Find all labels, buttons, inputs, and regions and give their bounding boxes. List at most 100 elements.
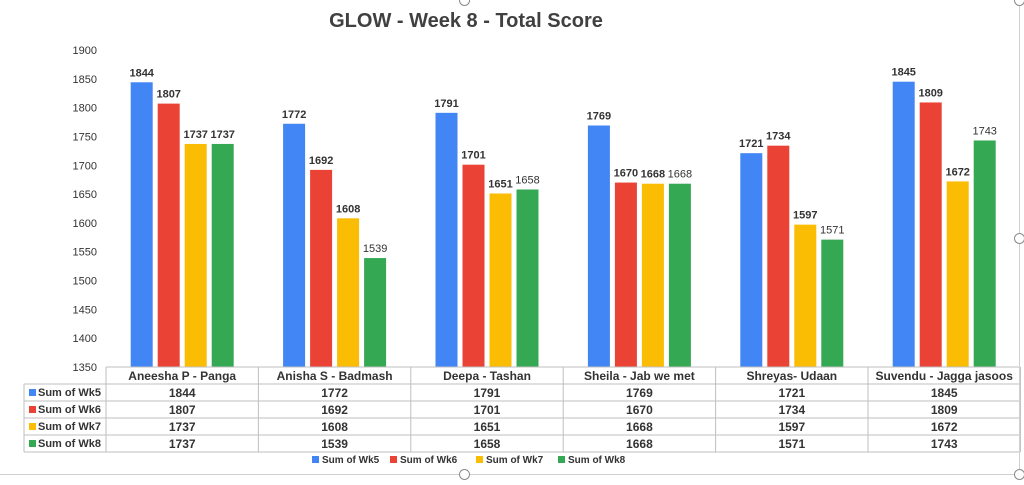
bar — [283, 123, 306, 368]
legend-swatch — [390, 456, 397, 463]
legend-swatch — [558, 456, 565, 463]
data-label: 1668 — [668, 169, 692, 181]
category-label: Sheila - Jab we met — [584, 369, 695, 383]
bar — [157, 103, 180, 368]
bar — [919, 102, 942, 367]
table-cell-value: 1670 — [626, 403, 653, 417]
table-cell-value: 1844 — [169, 386, 196, 400]
resize-handle-bottom[interactable] — [459, 469, 470, 480]
table-series-key — [29, 440, 36, 447]
bar — [767, 145, 790, 367]
y-tick-label: 1700 — [73, 160, 97, 172]
table-cell-value: 1651 — [474, 420, 501, 434]
table-cell-value: 1734 — [778, 403, 805, 417]
bar — [462, 164, 485, 367]
table-cell-value: 1608 — [321, 420, 348, 434]
table-cell-value: 1692 — [321, 403, 348, 417]
data-label: 1658 — [515, 174, 539, 186]
data-label: 1772 — [282, 109, 306, 121]
resize-handle-right[interactable] — [1014, 233, 1024, 244]
bar — [489, 193, 512, 367]
data-label: 1668 — [641, 169, 665, 181]
table-series-name: Sum of Wk6 — [38, 404, 101, 416]
data-label: 1769 — [587, 111, 611, 123]
data-label: 1608 — [336, 203, 360, 215]
legend-label: Sum of Wk7 — [486, 455, 544, 466]
bar — [794, 224, 817, 367]
table-cell-value: 1668 — [626, 437, 653, 451]
table-series-key — [29, 423, 36, 430]
resize-handle-top-right[interactable] — [1014, 0, 1024, 6]
chart-title: GLOW - Week 8 - Total Score — [329, 10, 603, 32]
legend-label: Sum of Wk6 — [400, 455, 458, 466]
bar — [821, 239, 844, 367]
category-label: Shreyas- Udaan — [746, 369, 837, 383]
table-cell-value: 1769 — [626, 386, 653, 400]
table-cell-value: 1791 — [474, 386, 501, 400]
bar — [587, 125, 610, 368]
table-series-key — [29, 406, 36, 413]
table-cell-value: 1597 — [778, 420, 805, 434]
table-cell-value: 1845 — [931, 386, 958, 400]
data-label: 1737 — [210, 129, 234, 141]
data-label: 1743 — [972, 125, 996, 137]
table-cell-value: 1539 — [321, 437, 348, 451]
y-tick-label: 1850 — [73, 74, 97, 86]
data-label: 1807 — [156, 89, 180, 101]
y-tick-label: 1550 — [73, 247, 97, 259]
bar — [946, 181, 969, 367]
y-tick-label: 1600 — [73, 218, 97, 230]
table-cell-value: 1571 — [778, 437, 805, 451]
bar — [211, 143, 234, 367]
table-cell-value: 1721 — [778, 386, 805, 400]
y-tick-label: 1900 — [73, 45, 97, 57]
table-cell-value: 1807 — [169, 403, 196, 417]
legend-swatch — [312, 456, 319, 463]
data-label: 1672 — [945, 166, 969, 178]
y-tick-label: 1400 — [73, 333, 97, 345]
chart-frame-bottom-edge — [0, 474, 1024, 475]
y-tick-label: 1350 — [73, 362, 97, 374]
data-label: 1539 — [363, 243, 387, 255]
bar — [973, 140, 996, 367]
bar — [184, 143, 207, 367]
category-label: Aneesha P - Panga — [128, 369, 236, 383]
bar — [310, 169, 333, 367]
data-label: 1845 — [891, 67, 915, 79]
resize-handle-bottom-right[interactable] — [1014, 469, 1024, 480]
bar — [614, 182, 637, 367]
data-label: 1721 — [739, 138, 763, 150]
bar — [641, 183, 664, 367]
table-series-name: Sum of Wk7 — [38, 421, 101, 433]
category-label: Deepa - Tashan — [443, 369, 531, 383]
y-tick-label: 1800 — [73, 103, 97, 115]
table-cell-value: 1737 — [169, 420, 196, 434]
bar — [740, 153, 763, 367]
table-series-key — [29, 389, 36, 396]
table-cell-value: 1772 — [321, 386, 348, 400]
data-label: 1809 — [918, 87, 942, 99]
category-label: Suvendu - Jagga jasoos — [876, 369, 1014, 383]
table-cell-value: 1658 — [474, 437, 501, 451]
y-tick-label: 1450 — [73, 304, 97, 316]
legend-swatch — [476, 456, 483, 463]
table-series-name: Sum of Wk5 — [38, 387, 101, 399]
bar — [130, 82, 153, 367]
table-cell-value: 1701 — [474, 403, 501, 417]
data-label: 1651 — [488, 179, 512, 191]
data-label: 1844 — [129, 67, 154, 79]
table-cell-value: 1668 — [626, 420, 653, 434]
y-tick-label: 1500 — [73, 276, 97, 288]
bar — [337, 218, 360, 367]
legend-label: Sum of Wk8 — [568, 455, 626, 466]
bar — [516, 189, 539, 367]
data-label: 1734 — [766, 131, 791, 143]
bar — [892, 81, 915, 367]
bar — [668, 183, 691, 367]
table-cell-value: 1737 — [169, 437, 196, 451]
data-label: 1737 — [183, 129, 207, 141]
data-label: 1692 — [309, 155, 333, 167]
data-label: 1597 — [793, 210, 817, 222]
data-label: 1791 — [434, 98, 458, 110]
